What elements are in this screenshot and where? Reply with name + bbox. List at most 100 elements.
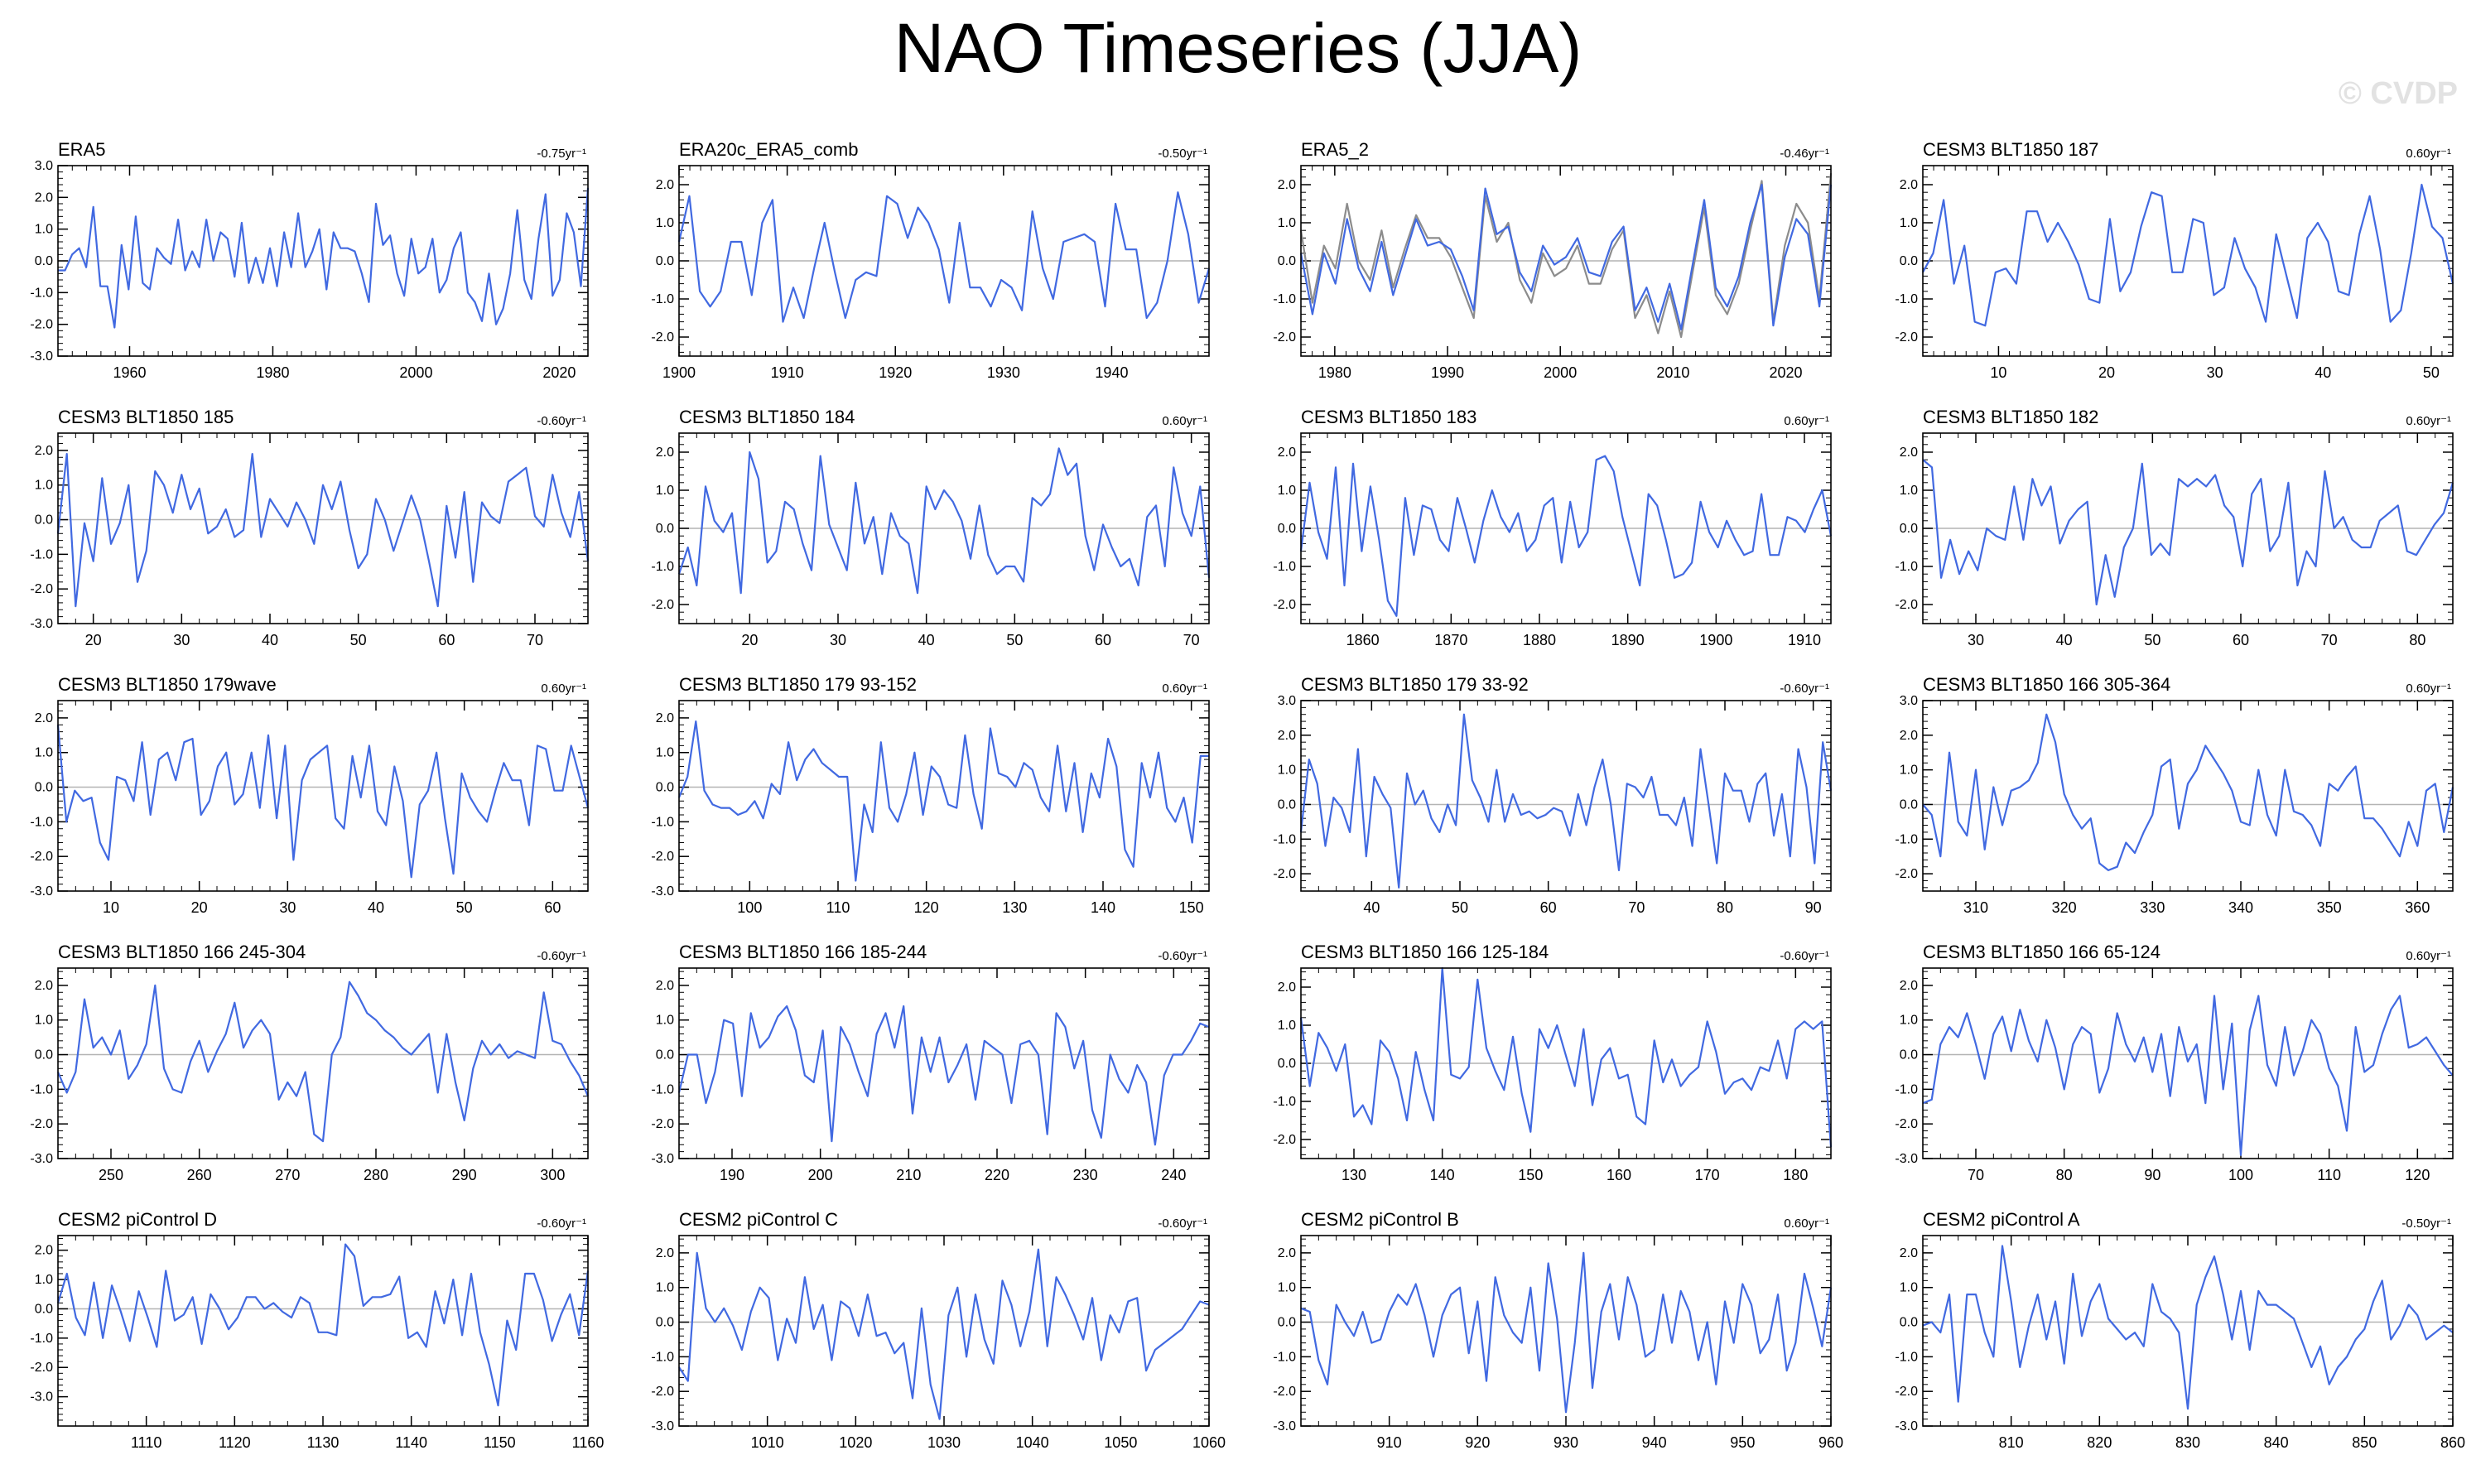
y-tick-label: -1.0 [30,815,53,829]
x-tick-label: 820 [2087,1434,2112,1451]
panel-frame [1922,432,2454,624]
y-tick-label: -2.0 [1895,867,1918,881]
x-tick-label: 220 [985,1167,1009,1183]
x-tick-label: 70 [1183,632,1200,648]
y-tick-label: -1.0 [1273,832,1296,846]
y-tick-label: 1.0 [1278,216,1296,230]
panel-title: CESM3 BLT1850 179 33-92 [1301,674,1529,695]
nao-panel-13: CESM3 BLT1850 166 185-244 -0.60yr⁻¹ 2.0 1.0… [651,942,1210,1183]
x-tick-label: 1050 [1104,1434,1137,1451]
panel-trend-label: -0.60yr⁻¹ [1158,1217,1207,1231]
x-tick-label: 950 [1730,1434,1755,1451]
x-tick-label: 360 [2405,899,2430,916]
x-tick-label: 50 [456,899,473,916]
y-tick-label: -2.0 [651,330,674,344]
x-tick-label: 10 [103,899,119,916]
nao-panel-1: ERA20c_ERA5_comb -0.50yr⁻¹ 2.0 1.0 0.0 -1.0 -2… [651,139,1211,381]
nao-panel-6: CESM3 BLT1850 183 0.60yr⁻¹ 2.0 1.0 0.0 -1.0 -2… [1273,407,1833,648]
nao-series-line [1300,1251,1833,1414]
x-tick-label: 30 [1968,632,1984,648]
y-tick-label: -2.0 [651,850,674,864]
nao-series-line [677,447,1211,595]
x-tick-label: 70 [1628,899,1645,916]
y-tick-label: -1.0 [651,1082,674,1096]
panel-trend-label: 0.60yr⁻¹ [1784,414,1829,428]
x-tick-label: 1890 [1611,632,1645,648]
panel-frame [678,967,1210,1159]
nao-series-line [1922,713,2454,872]
x-tick-label: 290 [452,1167,477,1183]
panel-trend-label: 0.60yr⁻¹ [541,682,586,696]
panel-frame [678,432,1210,624]
panel-frame [678,165,1210,357]
y-tick-label: 2.0 [1900,178,1918,192]
y-tick-label: 0.0 [1900,1316,1918,1330]
nao-panel-0: ERA5 -0.75yr⁻¹ 3.0 2.0 1.0 0.0 -1.0 -2.0 -3.0 196… [30,139,590,381]
x-tick-label: 330 [2140,899,2165,916]
y-tick-label: -2.0 [651,1385,674,1399]
x-tick-label: 1880 [1523,632,1556,648]
x-tick-label: 2020 [1770,364,1803,381]
x-tick-label: 1110 [131,1434,161,1451]
x-tick-label: 100 [2228,1167,2253,1183]
x-tick-label: 860 [2440,1434,2465,1451]
nao-panel-14: CESM3 BLT1850 166 125-184 -0.60yr⁻¹ 2.0 1.0… [1273,942,1833,1183]
y-tick-label: 0.0 [1278,1057,1296,1071]
panel-frame [1922,967,2454,1159]
overlay-series-line [1299,173,1833,339]
y-tick-label: -1.0 [30,1082,53,1096]
y-tick-label: -1.0 [1895,292,1918,306]
panel-title: CESM3 BLT1850 166 185-244 [679,942,927,962]
panel-frame [678,1235,1210,1427]
nao-panel-9: CESM3 BLT1850 179 93-152 0.60yr⁻¹ 2.0 1.0 0.… [651,674,1210,916]
y-tick-label: -1.0 [651,560,674,574]
y-tick-label: -2.0 [1273,1385,1296,1399]
x-tick-label: 20 [191,899,208,916]
x-tick-label: 60 [1095,632,1111,648]
panel-title: ERA5_2 [1301,139,1369,160]
nao-series-line [56,980,590,1143]
x-tick-label: 1010 [751,1434,784,1451]
x-tick-label: 50 [2144,632,2160,648]
nao-panel-12: CESM3 BLT1850 166 245-304 -0.60yr⁻¹ 2.0 1.0… [30,942,590,1183]
y-tick-label: 2.0 [1278,729,1296,743]
panel-frame [1300,165,1832,357]
panel-trend-label: 0.60yr⁻¹ [2406,682,2451,696]
x-tick-label: 30 [830,632,846,648]
y-tick-label: -2.0 [30,850,53,864]
y-tick-label: 1.0 [656,1014,674,1028]
x-tick-label: 20 [741,632,758,648]
y-tick-label: -1.0 [30,286,53,300]
y-tick-label: 0.0 [656,1048,674,1062]
y-tick-label: 1.0 [1900,216,1918,230]
y-tick-label: 0.0 [1900,254,1918,268]
x-tick-label: 70 [2321,632,2338,648]
nao-series-line [58,187,590,329]
y-tick-label: 0.0 [1900,797,1918,812]
y-tick-label: 2.0 [1278,980,1296,995]
x-tick-label: 320 [2052,899,2077,916]
x-tick-label: 40 [368,899,384,916]
x-tick-label: 110 [2317,1167,2341,1183]
y-tick-label: -3.0 [1895,1419,1918,1433]
x-tick-label: 1990 [1431,364,1464,381]
y-tick-label: -3.0 [1273,1419,1296,1433]
x-tick-label: 20 [2098,364,2115,381]
x-tick-label: 40 [2315,364,2331,381]
y-tick-label: 1.0 [35,479,53,493]
panel-title: CESM3 BLT1850 166 305-364 [1923,674,2170,695]
x-tick-label: 1980 [256,364,289,381]
x-tick-label: 80 [1717,899,1733,916]
x-tick-label: 50 [2423,364,2440,381]
x-tick-label: 2020 [542,364,576,381]
x-tick-label: 50 [1452,899,1468,916]
y-tick-label: 1.0 [656,746,674,760]
y-tick-label: -1.0 [30,1332,53,1346]
x-tick-label: 30 [279,899,296,916]
y-tick-label: 2.0 [656,979,674,993]
x-tick-label: 1040 [1016,1434,1049,1451]
x-tick-label: 1900 [662,364,696,381]
y-tick-label: 1.0 [35,1014,53,1028]
panel-title: CESM3 BLT1850 166 245-304 [58,942,306,962]
